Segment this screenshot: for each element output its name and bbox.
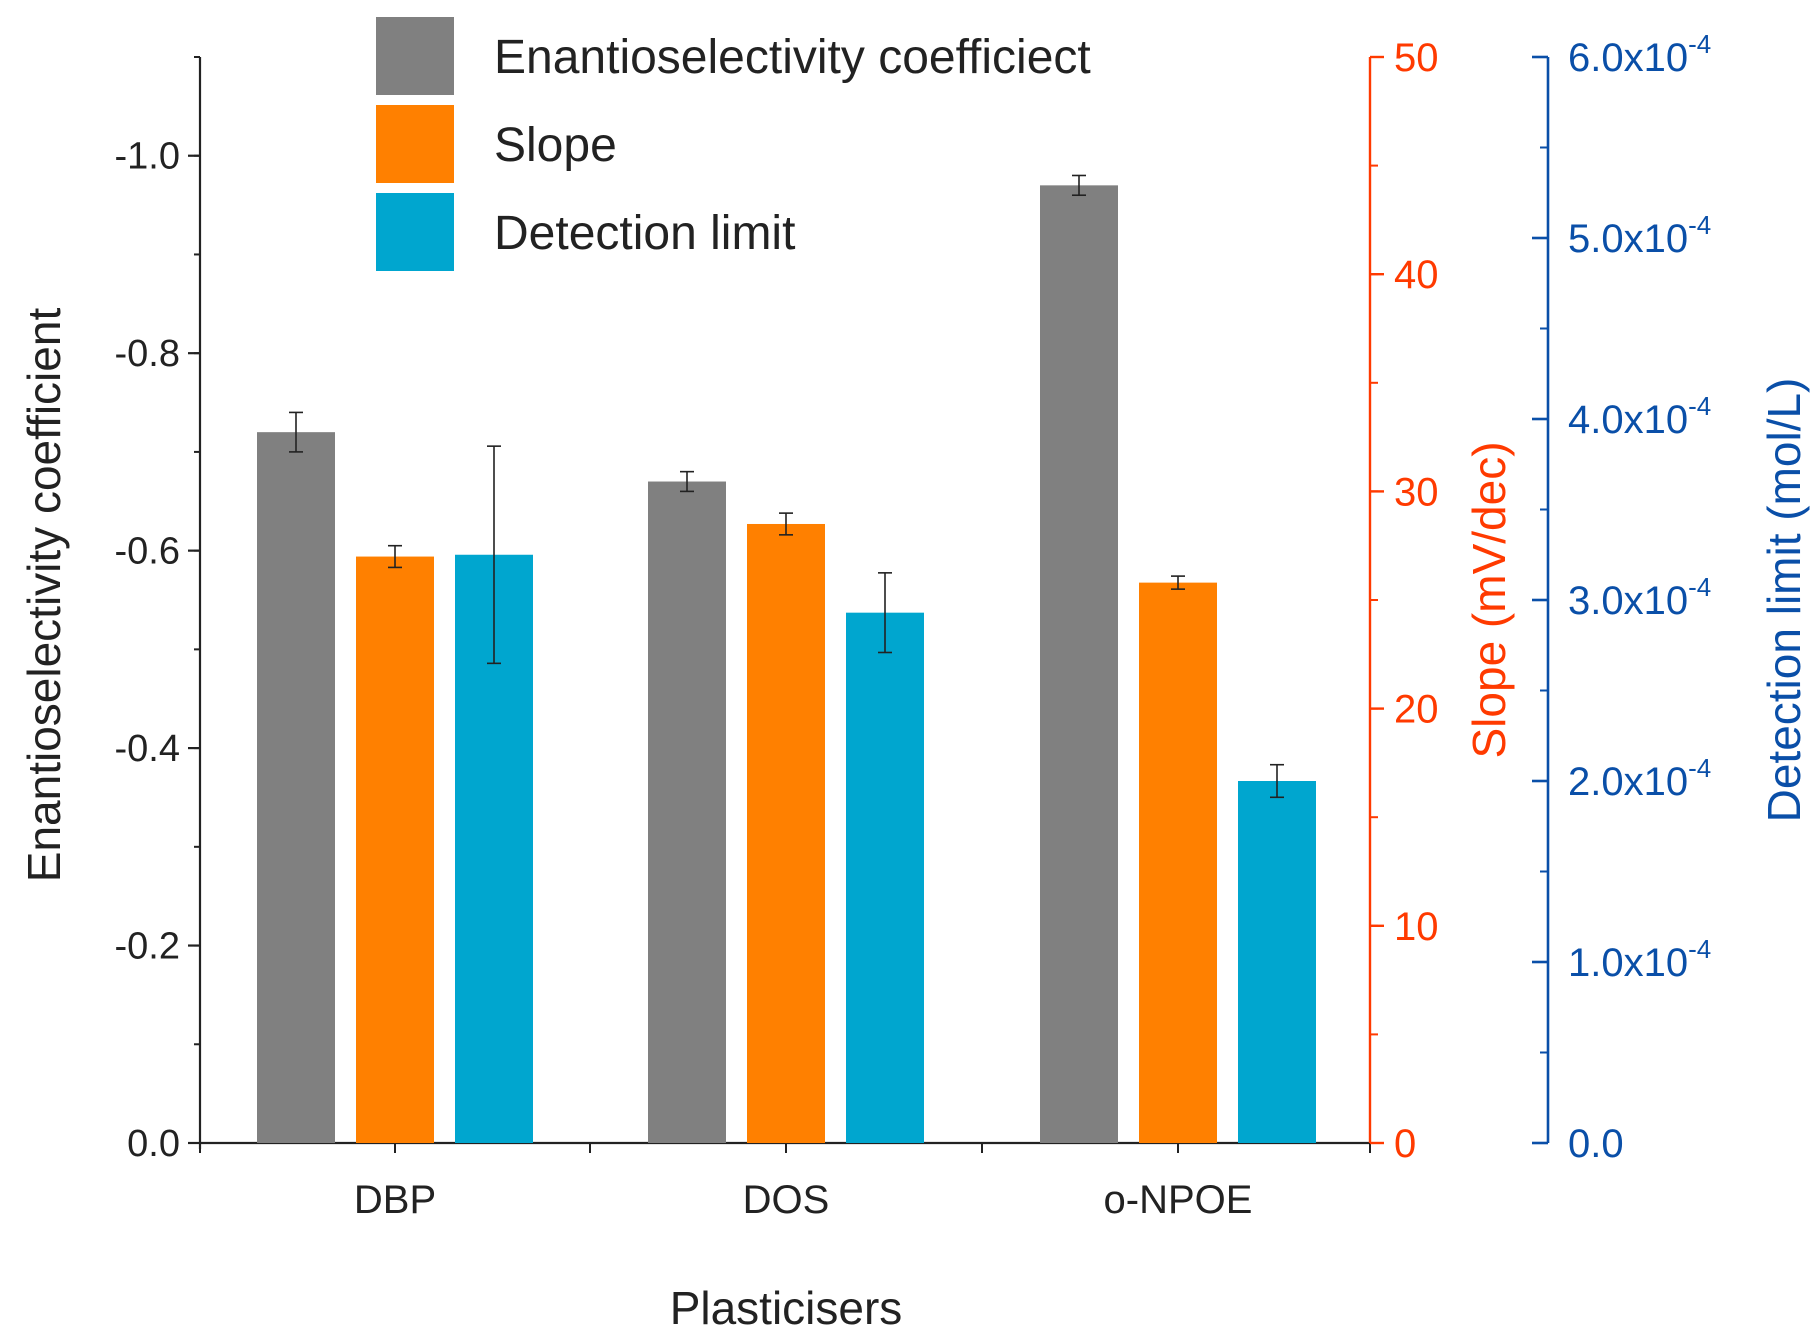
detection-axis-tick-exponent: -4 [1688, 210, 1711, 240]
left-axis-tick-label: -0.4 [115, 728, 180, 770]
detection-axis-tick-label: 3.0x10-4 [1568, 572, 1711, 623]
bar-o-npoe-enantioselectivity-coefficiect [1040, 185, 1118, 1143]
bar-dos-slope [747, 523, 825, 1143]
legend-swatch-3 [376, 193, 454, 271]
legend-swatch-1 [376, 17, 454, 95]
error-bar [487, 445, 501, 665]
detection-axis-tick-exponent: -4 [1688, 391, 1711, 421]
detection-axis-tick-label: 2.0x10-4 [1568, 753, 1711, 804]
left-axis-tick-label: 0.0 [127, 1123, 180, 1165]
error-bar [388, 544, 402, 569]
bar-dbp-enantioselectivity-coefficiect [257, 432, 335, 1143]
x-axis-category-label: DBP [354, 1178, 436, 1222]
detection-axis-tick-label: 6.0x10-4 [1568, 29, 1711, 80]
detection-axis-title: Detection limit (mol/L) [1758, 378, 1810, 823]
bar-dos-enantioselectivity-coefficiect [648, 481, 726, 1143]
detection-axis-tick-base: 6.0x10 [1568, 36, 1688, 80]
detection-axis-tick-label: 1.0x10-4 [1568, 934, 1711, 985]
detection-axis-tick-label: 5.0x10-4 [1568, 210, 1711, 261]
error-bar [680, 470, 694, 493]
legend-label-2: Slope [494, 119, 617, 172]
legend: Enantioselectivity coefficiect Slope Detec… [376, 17, 1091, 271]
x-axis-title: Plasticisers [670, 1282, 903, 1334]
bar-o-npoe-detection-limit [1238, 781, 1316, 1143]
left-axis-tick-label: -0.2 [115, 926, 180, 968]
slope-axis-tick-label: 20 [1394, 688, 1439, 732]
left-axis-tick-label: -0.6 [115, 531, 180, 573]
bars-layer [257, 174, 1316, 1143]
slope-axis-tick-label: 10 [1394, 905, 1439, 949]
error-bar [779, 512, 793, 536]
detection-axis-tick-base: 0.0 [1568, 1122, 1624, 1166]
detection-axis-tick-exponent: -4 [1688, 572, 1711, 602]
detection-axis-tick-base: 4.0x10 [1568, 398, 1688, 442]
detection-axis-tick-base: 1.0x10 [1568, 941, 1688, 985]
legend-label-1: Enantioselectivity coefficiect [494, 31, 1091, 84]
slope-axis-tick-label: 30 [1394, 470, 1439, 514]
slope-axis-tick-label: 0 [1394, 1122, 1416, 1166]
error-bar [878, 572, 892, 654]
legend-label-3: Detection limit [494, 207, 795, 260]
error-bar [1072, 174, 1086, 197]
detection-axis-tick-base: 3.0x10 [1568, 579, 1688, 623]
detection-axis-tick-base: 2.0x10 [1568, 760, 1688, 804]
legend-swatch-2 [376, 105, 454, 183]
bar-dos-detection-limit [846, 612, 924, 1143]
error-bar [1270, 763, 1284, 799]
bar-o-npoe-slope [1139, 582, 1217, 1143]
detection-axis-tick-label: 0.0 [1568, 1122, 1624, 1166]
x-axis-category-label: o-NPOE [1104, 1178, 1253, 1222]
left-axis-title: Enantioselectivity coefficient [18, 308, 70, 883]
x-axis-category-label: DOS [743, 1178, 830, 1222]
left-axis-tick-label: -0.8 [115, 333, 180, 375]
detection-axis-tick-base: 5.0x10 [1568, 217, 1688, 261]
detection-axis-tick-label: 4.0x10-4 [1568, 391, 1711, 442]
slope-axis-title: Slope (mV/dec) [1463, 441, 1515, 758]
detection-axis-tick-exponent: -4 [1688, 753, 1711, 783]
error-bar [289, 411, 303, 453]
bar-dbp-slope [356, 556, 434, 1143]
slope-axis-tick-label: 40 [1394, 253, 1439, 297]
axis-labels: Plasticisers Enantioselectivity coefficie… [18, 308, 1810, 1334]
detection-axis-tick-exponent: -4 [1688, 29, 1711, 59]
error-bar [1171, 575, 1185, 590]
detection-axis-tick-exponent: -4 [1688, 934, 1711, 964]
slope-axis-tick-label: 50 [1394, 36, 1439, 80]
axes-layer: 0.0 -0.2 -0.4 -0.6 -0.8 -1.0 DBP DOS o-NPOE 0 10 20… [115, 29, 1712, 1222]
left-axis-tick-label: -1.0 [115, 136, 180, 178]
